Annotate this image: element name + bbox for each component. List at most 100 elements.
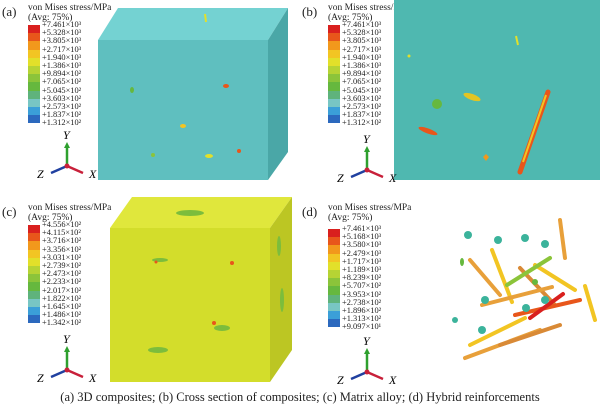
colorbar-band [328,302,340,311]
axis-x-label: X [88,167,97,181]
colorbar-band [28,257,40,266]
panel-label-a: (a) [2,4,17,19]
legend-avg: (Avg: 75%) [328,13,373,23]
legend-tick: +2.473×10² [42,269,82,279]
colorbar-band [328,90,340,99]
legend-tick: +4.115×10² [42,228,81,238]
legend-tick: +5.045×10² [342,85,382,95]
legend-tick: +3.716×10² [42,236,82,246]
colorbar-band [28,25,40,34]
legend-tick: +1.313×10² [342,314,382,324]
legend-tick: +1.940×10³ [42,52,82,62]
legend-tick: +8.239×10² [342,273,382,283]
colorbar-band [28,106,40,116]
legend-b: von Mises stress/MPa (Avg: 75%) +7.461×1… [328,3,438,127]
legend-tick: +1.312×10² [42,118,82,128]
legend-tick: +5.045×10² [42,85,82,95]
colorbar-band [328,65,340,75]
legend-tick: +9.894×10² [342,69,382,79]
legend-tick: +7.461×10³ [42,20,82,29]
legend-tick: +2.717×10³ [42,44,82,54]
colorbar-band [328,98,340,107]
legend-tick: +3.953×10² [342,289,382,299]
axis-y-label: Y [363,132,371,146]
legend-tick: +1.837×10² [342,110,382,120]
legend-tick: +3.805×10³ [342,36,382,46]
axis-z-label: Z [337,171,344,185]
colorbar-band [328,269,340,279]
colorbar-band [328,237,340,246]
legend-tick: +5.328×10³ [42,28,82,38]
legend-tick: +2.739×10² [42,260,82,270]
legend-title: von Mises stress/MPa [328,3,412,13]
panel-label-d: (d) [302,204,318,219]
legend-tick: +2.717×10³ [342,44,382,54]
axis-x-label: X [388,171,397,185]
legend-tick: +1.342×10² [42,318,82,328]
legend-tick: +7.461×10³ [342,20,382,29]
colorbar [328,229,340,328]
legend-tick: +1.837×10² [42,110,82,120]
colorbar-band [28,315,40,324]
colorbar-band [28,249,40,258]
legend-tick: +7.065×10² [342,77,382,87]
legend-avg: (Avg: 75%) [328,213,373,223]
legend-title: von Mises stress/MPa [28,203,112,213]
legend-tick: +3.805×10³ [42,36,82,46]
colorbar-band [28,65,40,75]
colorbar-band [328,294,340,303]
legend-tick: +1.189×10³ [342,264,382,274]
colorbar-band [28,265,40,275]
colorbar-band [328,253,340,262]
legend-tick: +2.573×10² [42,101,82,111]
legend-tick: +5.328×10³ [342,28,382,38]
colorbar-band [328,106,340,116]
colorbar-band [28,98,40,107]
colorbar-band [28,33,40,42]
colorbar-band [28,74,40,83]
legend-a: von Mises stress/MPa (Avg: 75%) +7.461×1… [28,3,138,127]
axis-x-label: X [88,371,97,385]
legend-avg: (Avg: 75%) [28,213,73,223]
legend-tick: +1.940×10³ [342,52,382,62]
legend-title: von Mises stress/MPa [28,3,112,13]
colorbar-band [328,41,340,50]
legend-tick: +1.645×10² [42,301,82,311]
colorbar-band [328,82,340,91]
axis-z-label: Z [37,371,44,385]
legend-tick: +4.556×10² [42,220,82,229]
legend-tick: +3.580×10³ [342,240,382,250]
legend-tick: +1.896×10² [342,305,382,315]
colorbar-band [28,115,40,124]
stress-spots [130,13,241,158]
legend-tick: +1.312×10² [342,118,382,128]
colorbar-band [28,57,40,66]
axis-z-label: Z [37,167,44,181]
colorbar-band [328,74,340,83]
colorbar-band [328,319,340,328]
colorbar-band [28,298,40,307]
legend-tick: +5.707×10² [342,281,382,291]
colorbar-band [328,229,340,238]
colorbar-band [328,261,340,270]
legend-tick: +1.822×10² [42,293,82,303]
legend-tick: +7.065×10² [42,77,82,87]
legend-tick: +2.233×10² [42,277,82,287]
colorbar-band [28,290,40,299]
colorbar-band [28,49,40,58]
colorbar-band [28,306,40,316]
axis-x-label: X [388,373,397,387]
colorbar [28,25,40,124]
legend-tick: +2.573×10² [342,101,382,111]
axis-y-label: Y [63,332,71,346]
colorbar-band [328,278,340,287]
legend-c: von Mises stress/MPa (Avg: 75%) +4.556×1… [28,203,138,327]
axis-z-label: Z [337,373,344,387]
legend-tick: +3.031×10² [42,252,82,262]
colorbar-band [28,282,40,291]
